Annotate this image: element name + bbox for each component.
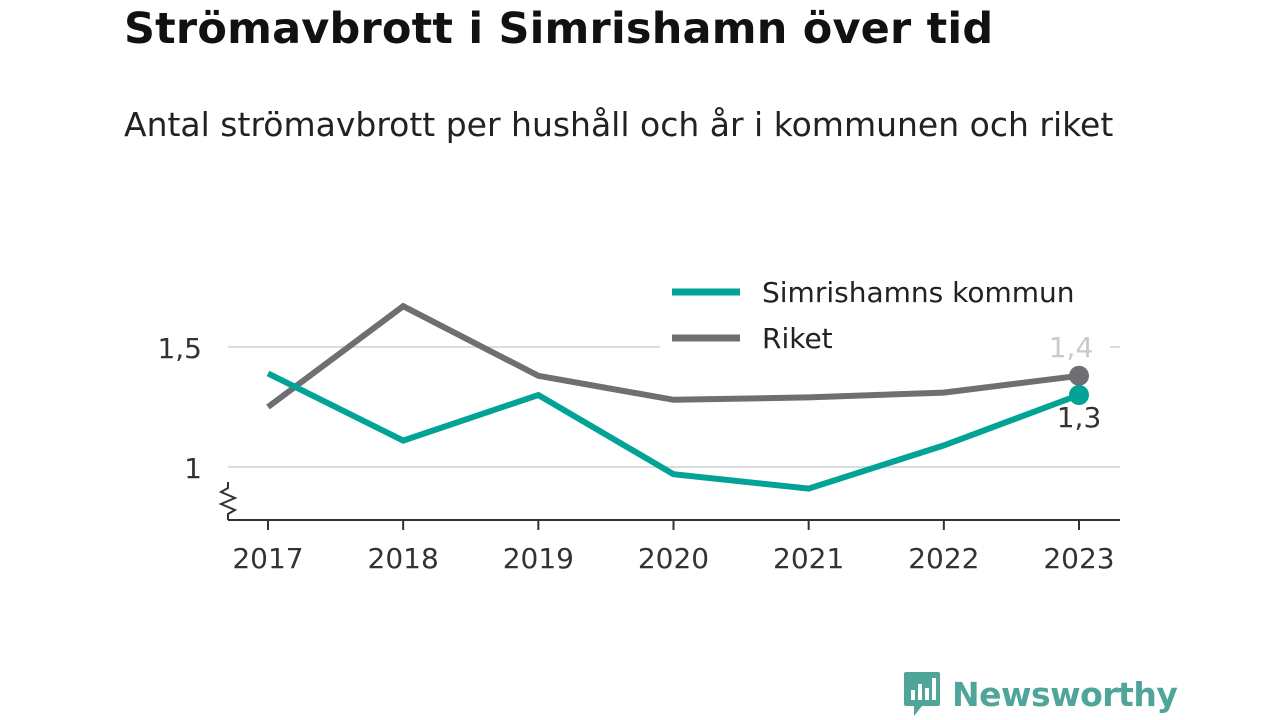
legend-label-riket: Riket (762, 322, 833, 355)
series-line-simrishamn (266, 370, 1081, 492)
newsworthy-logo: Newsworthy (902, 670, 1178, 718)
x-tick-label: 2023 (1043, 542, 1114, 575)
y-tick-label: 1,5 (157, 332, 202, 365)
chart-title: Strömavbrott i Simrishamn över tid (124, 4, 994, 54)
end-label-riket: 1,4 (1049, 331, 1094, 364)
x-tick-label: 2022 (908, 542, 979, 575)
series-line-riket (266, 302, 1080, 410)
y-tick-label: 1 (184, 452, 202, 485)
x-tick-label: 2021 (773, 542, 844, 575)
x-tick-label: 2019 (503, 542, 574, 575)
legend-background (660, 266, 1110, 358)
x-tick-label: 2017 (232, 542, 303, 575)
x-tick-label: 2018 (368, 542, 439, 575)
x-tick-label: 2020 (638, 542, 709, 575)
end-label-simrishamn: 1,3 (1057, 401, 1102, 434)
axis-break-icon (218, 482, 238, 520)
brand-name: Newsworthy (952, 674, 1178, 714)
newsworthy-logo-icon (904, 672, 940, 716)
end-point-simrishamn (1069, 385, 1089, 405)
chart-subtitle: Antal strömavbrott per hushåll och år i … (124, 105, 1114, 144)
end-point-riket (1069, 365, 1089, 386)
legend-label-simrishamn: Simrishamns kommun (762, 276, 1075, 309)
